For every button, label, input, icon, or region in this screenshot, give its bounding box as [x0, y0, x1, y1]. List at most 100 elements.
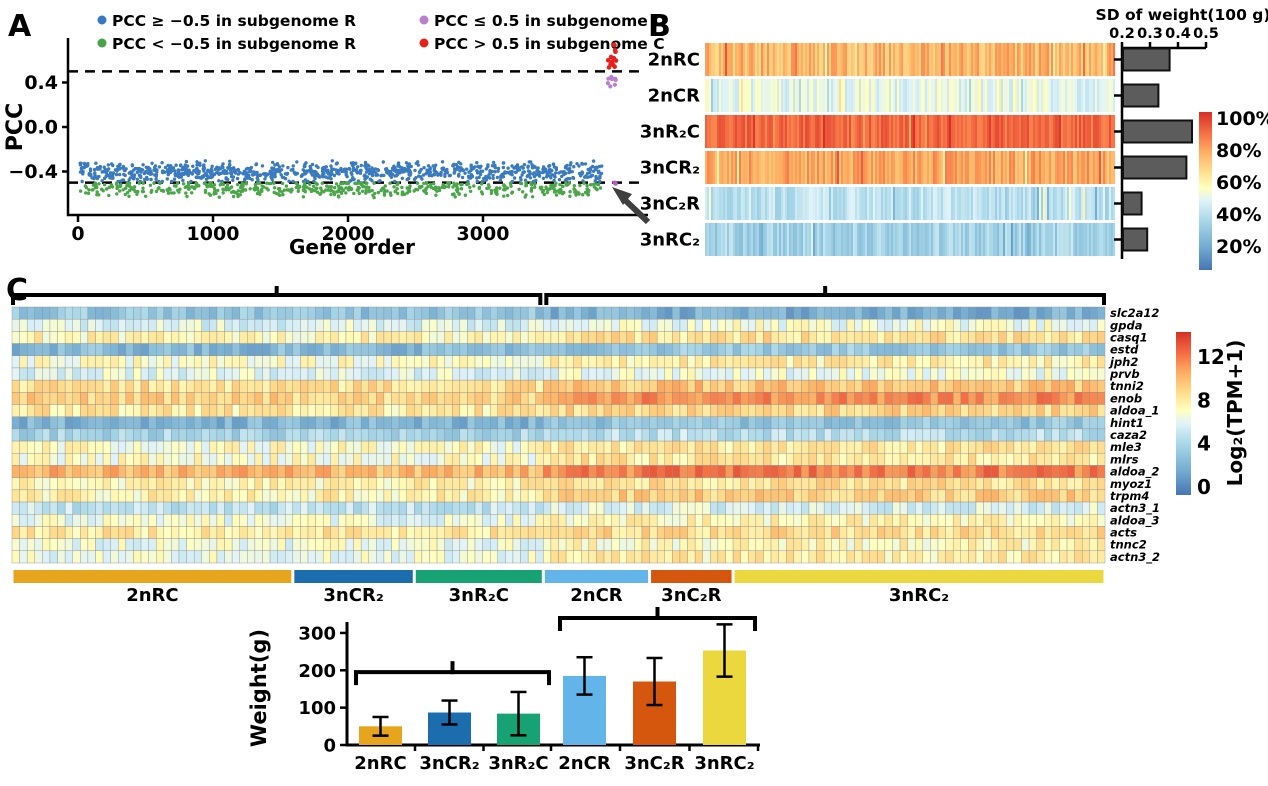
gene-label: casq1 — [1110, 330, 1148, 344]
gene-label: caza2 — [1110, 428, 1147, 442]
percent-colorbar-label: 80% — [1216, 140, 1261, 162]
sd-bar — [1122, 227, 1149, 252]
weight-category-label: 3nC₂R — [624, 753, 684, 774]
legend-label-purple: PCC ≤ 0.5 in subgenome C — [434, 12, 665, 30]
heatmap-row-strip — [705, 187, 1116, 220]
heatmap-group-3nCR₂ — [292, 306, 415, 564]
gene-label: enob — [1110, 391, 1142, 405]
tpm-colorbar-tick: 4 — [1197, 432, 1211, 456]
group-color-bar — [734, 570, 1104, 583]
gene-label: tnnc2 — [1110, 538, 1147, 552]
heatmap-row-strip — [705, 79, 1116, 112]
heatmap-row-label: 2nRC — [648, 50, 700, 71]
scatter-series-pcc-ge-minus05-subgenome-R — [78, 159, 604, 184]
legend-label-red: PCC > 0.5 in subgenome C — [434, 35, 665, 53]
legend-dot-green — [97, 38, 107, 48]
heatmap-row-strip — [705, 43, 1116, 76]
sd-bar — [1122, 47, 1171, 72]
group-label: 2nCR — [570, 585, 623, 606]
group-label: 3nR₂C — [449, 585, 509, 606]
gene-label: gpda — [1110, 318, 1143, 332]
svg-text:0.0: 0.0 — [24, 117, 58, 139]
percent-colorbar-label: 40% — [1216, 204, 1261, 226]
tpm-colorbar-tick: 12 — [1197, 345, 1225, 369]
sd-bar — [1122, 191, 1143, 216]
gene-order-axis-title: Gene order — [289, 235, 415, 259]
sample-heatmap: 2nRC 2nCR 3nR₂C 3nCR₂ 3nC₂R 3nRC₂ 0.2 0.3 0.4 0.5… — [640, 26, 1268, 270]
svg-text:2000: 2000 — [322, 223, 375, 245]
panel-a-label: A — [8, 9, 32, 44]
group-color-bar — [651, 570, 732, 583]
legend-dot-purple — [419, 15, 429, 25]
heatmap-row-label: 2nCR — [648, 86, 701, 107]
gene-label: slc2a12 — [1110, 306, 1159, 320]
gene-label: actn3_1 — [1110, 501, 1160, 516]
gene-label: trpm4 — [1110, 489, 1149, 503]
svg-text:0.4: 0.4 — [24, 72, 58, 94]
heatmap-group-3nR₂C — [414, 306, 544, 564]
svg-text:0.4: 0.4 — [1165, 26, 1191, 42]
panel-b-label: B — [648, 9, 671, 44]
gene-label: myoz1 — [1110, 477, 1152, 491]
sd-bar-chart: 0.2 0.3 0.4 0.5 — [1109, 26, 1219, 259]
percent-colorbar-label: 60% — [1216, 172, 1261, 194]
sd-weight-title: SD of weight(100 g) — [1096, 6, 1268, 24]
heatmap-group-3nRC₂ — [732, 306, 1106, 564]
pcc-axes — [66, 38, 648, 217]
gene-label: actn3_2 — [1110, 550, 1160, 565]
svg-text:3000: 3000 — [457, 223, 510, 245]
tpm-colorbar-tick: 0 — [1197, 475, 1211, 499]
group-color-bar — [415, 570, 542, 583]
gene-label: estd — [1110, 343, 1139, 357]
tpm-colorbar-tick: 8 — [1197, 388, 1211, 412]
gene-label: mlrs — [1110, 452, 1139, 466]
weight-category-label: 3nRC₂ — [694, 753, 754, 774]
heatmap-row-label: 3nC₂R — [640, 194, 700, 215]
heatmap-group-2nRC — [11, 306, 294, 564]
group-color-bar — [294, 570, 413, 583]
outlier-arrow — [612, 187, 651, 225]
gene-label: hint1 — [1110, 416, 1144, 430]
sd-bar — [1122, 119, 1193, 144]
legend-dot-blue — [97, 15, 107, 25]
heatmap-group-2nCR — [543, 306, 650, 564]
heatmap-row-label: 3nCR₂ — [640, 158, 700, 179]
group-color-bar — [13, 570, 292, 583]
gene-label: aldoa_2 — [1110, 465, 1159, 480]
weight-category-label: 3nCR₂ — [419, 753, 479, 774]
percent-colorbar: 100% 80% 60% 40% 20% — [1199, 108, 1268, 270]
scatter-series-pcc-lt-minus05-subgenome-R — [78, 181, 603, 200]
heatmap-row-strip — [705, 151, 1116, 184]
log2-tpm-colorbar-title: Log₂(TPM+1) — [1223, 340, 1247, 487]
sd-bar — [1122, 155, 1188, 180]
group-label: 3nRC₂ — [889, 585, 949, 606]
svg-text:1000: 1000 — [187, 223, 240, 245]
gene-label: prvb — [1109, 367, 1140, 381]
panel-c-label: C — [6, 273, 28, 308]
gene-label: tnni2 — [1110, 379, 1144, 393]
heatmap-group-3nC₂R — [649, 306, 734, 564]
scatter-series-pcc-le-05-subgenome-C-outlier — [612, 180, 618, 186]
gene-label: aldoa_3 — [1110, 513, 1159, 528]
gene-label: acts — [1110, 526, 1137, 540]
weight-axis-title: Weight(g) — [247, 629, 271, 747]
percent-colorbar-label: 20% — [1216, 236, 1261, 258]
gene-label: jph2 — [1108, 355, 1138, 369]
pcc-axis-title: PCC — [3, 103, 28, 151]
legend-dot-red — [419, 38, 429, 48]
percent-colorbar-label: 100% — [1216, 108, 1268, 130]
tpm-colorbar: 0 4 8 12 — [1176, 332, 1225, 499]
group-label: 3nCR₂ — [323, 585, 383, 606]
heatmap-row-label: 3nR₂C — [640, 122, 700, 143]
pcc-scatter-plot: 0.4 0.0 −0.4 0 1000 2000 3000 — [8, 38, 651, 245]
weight-category-label: 2nRC — [354, 753, 406, 774]
legend-label-green: PCC < −0.5 in subgenome R — [112, 35, 356, 53]
heatmap-row-strip — [705, 223, 1116, 256]
svg-text:−0.4: −0.4 — [8, 161, 58, 183]
group-label: 3nC₂R — [661, 585, 721, 606]
weight-category-label: 2nCR — [558, 753, 611, 774]
svg-text:0.2: 0.2 — [1109, 26, 1135, 42]
scatter-series-pcc-le-05-subgenome-C — [605, 74, 618, 89]
